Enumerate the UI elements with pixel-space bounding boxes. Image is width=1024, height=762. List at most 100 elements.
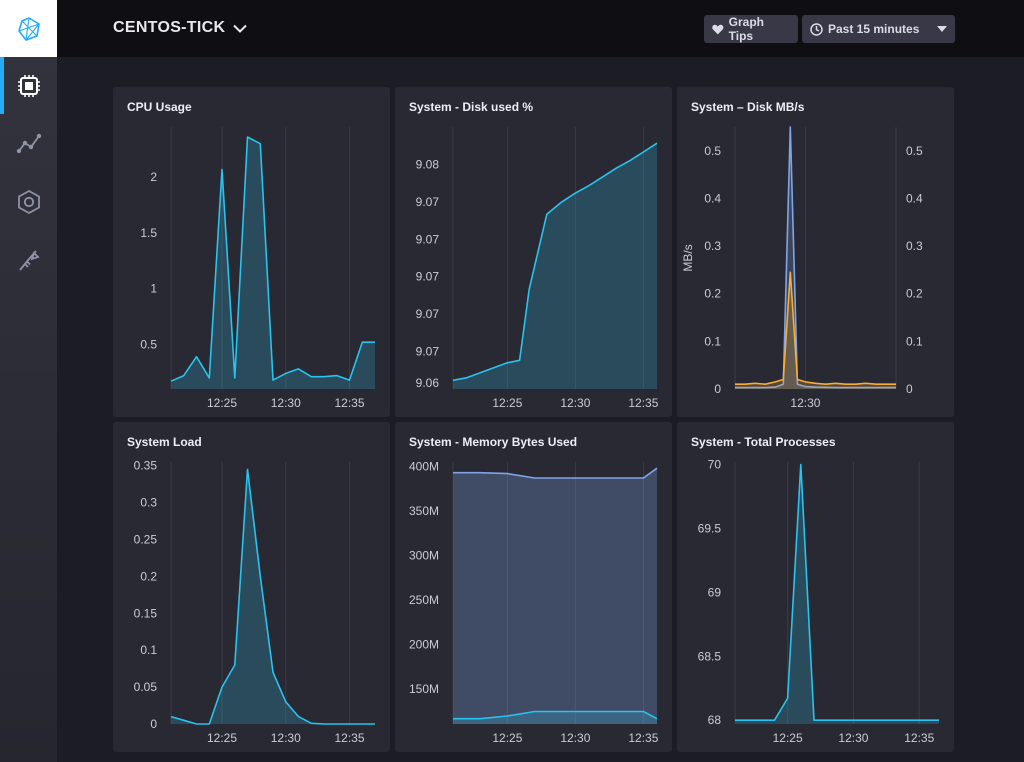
series-area-0 [453, 468, 657, 724]
y-tick-label: 250M [409, 593, 439, 607]
y-tick-label: 0 [714, 382, 721, 396]
chart-system-load: 0 0.05 0.1 0.15 0.2 0.25 0.3 0.35 12:25 12:30 12:3… [134, 459, 375, 745]
panel-disk-used[interactable]: System - Disk used % 9.06 9.07 9.07 9.07 9.0… [395, 87, 672, 417]
y-tick-label: 0.1 [704, 334, 721, 348]
series-line-0 [170, 136, 375, 382]
panel-title: System - Memory Bytes Used [409, 435, 578, 449]
y-tick-label: 400M [409, 459, 439, 473]
series-area-1 [453, 711, 657, 724]
y-tick-label: 9.08 [416, 157, 440, 171]
chart-total-processes: 68 68.5 69 69.5 70 12:25 12:30 12:35 [698, 458, 939, 745]
series-area-0 [735, 127, 896, 389]
panel-cpu-usage[interactable]: CPU Usage 0.5 1 1.5 2 12:25 12:30 12:35 [113, 87, 390, 417]
series-area-0 [171, 137, 375, 389]
series-line-0 [452, 142, 658, 382]
series-line-0 [453, 467, 658, 479]
y-tick-label: 1 [150, 282, 157, 296]
y-tick-label: 0.4 [704, 191, 721, 205]
panel-title: System – Disk MB/s [691, 100, 805, 114]
y-tick-label: 2 [150, 170, 157, 184]
x-tick-label: 12:35 [628, 731, 658, 745]
series-area-0 [453, 143, 657, 389]
chart-cpu-usage: 0.5 1 1.5 2 12:25 12:30 12:35 [140, 127, 375, 410]
dashboard-selector[interactable]: CENTOS-TICK [113, 19, 248, 37]
dashboard-name: CENTOS-TICK [113, 19, 226, 36]
y-right-tick-label: 0 [906, 382, 913, 396]
y-tick-label: 0.35 [134, 459, 158, 473]
sidebar [0, 0, 57, 762]
graph-tips-button[interactable]: Graph Tips [704, 15, 798, 43]
panel-title: CPU Usage [127, 100, 192, 114]
x-tick-label: 12:25 [492, 731, 522, 745]
panel-title: System Load [127, 435, 202, 449]
graph-tips-label: Graph Tips [728, 15, 764, 43]
x-tick-label: 12:25 [773, 731, 803, 745]
panel-memory-used[interactable]: System - Memory Bytes Used 150M 200M 250M 3… [395, 422, 672, 752]
sidebar-item-alerting[interactable] [0, 231, 57, 288]
y-tick-label: 0.25 [134, 532, 158, 546]
y-tick-label: 69 [708, 585, 722, 599]
influxdata-logo[interactable] [0, 0, 57, 57]
series-line-1 [735, 271, 896, 385]
y-right-tick-label: 0.2 [906, 287, 923, 301]
series-line-0 [735, 126, 896, 389]
series-area-0 [735, 464, 939, 724]
y-tick-label: 0.3 [140, 496, 157, 510]
y-tick-label: 0.15 [134, 606, 158, 620]
alert-key-icon [18, 249, 40, 271]
chart-disk-used: 9.06 9.07 9.07 9.07 9.07 9.07 9.08 12:25 12:30 12… [416, 127, 659, 410]
y-tick-label: 9.07 [416, 232, 440, 246]
panel-title: System - Disk used % [409, 100, 534, 114]
time-range-dropdown[interactable]: Past 15 minutes [802, 15, 955, 43]
sidebar-item-dashboards[interactable] [0, 173, 57, 230]
panel-total-processes[interactable]: System - Total Processes 68 68.5 69 69.5 70 1… [677, 422, 954, 752]
series-line-0 [170, 468, 375, 725]
y-tick-label: 9.07 [416, 345, 440, 359]
y-right-tick-label: 0.5 [906, 144, 923, 158]
y-tick-label: 200M [409, 638, 439, 652]
y-tick-label: 9.07 [416, 270, 440, 284]
sidebar-item-host-list[interactable] [0, 57, 57, 114]
logo-icon [17, 16, 40, 41]
x-tick-label: 12:30 [838, 731, 868, 745]
y-tick-label: 0.5 [704, 144, 721, 158]
y-tick-label: 9.06 [416, 376, 440, 390]
series-area-1 [735, 272, 896, 389]
x-tick-label: 12:30 [271, 396, 301, 410]
x-tick-label: 12:30 [271, 731, 301, 745]
sidebar-item-data-explorer[interactable] [0, 115, 57, 172]
hexagon-icon [17, 189, 40, 214]
x-tick-label: 12:25 [207, 396, 237, 410]
time-range-label: Past 15 minutes [828, 22, 920, 36]
series-line-1 [453, 710, 658, 720]
caret-down-icon [937, 26, 947, 32]
x-tick-label: 12:25 [492, 396, 522, 410]
y-tick-label: 1.5 [140, 226, 157, 240]
x-tick-label: 12:30 [790, 396, 820, 410]
series-area-0 [171, 469, 375, 724]
x-tick-label: 12:30 [560, 396, 590, 410]
y-tick-label: 0.2 [704, 287, 721, 301]
x-tick-label: 12:35 [628, 396, 658, 410]
y-right-tick-label: 0.3 [906, 239, 923, 253]
x-tick-label: 12:35 [334, 396, 364, 410]
panel-disk-mbs[interactable]: System – Disk MB/s 0 0 0.1 0.1 0.2 0.2 0.3 0.3 0… [677, 87, 954, 417]
chart-memory-used: 150M 200M 250M 300M 350M 400M 12:25 12:30 12:35 [409, 459, 659, 745]
y-tick-label: 150M [409, 682, 439, 696]
y-right-tick-label: 0.4 [906, 191, 923, 205]
y-tick-label: 70 [708, 458, 722, 472]
y-tick-label: 0.5 [140, 337, 157, 351]
panel-title: System - Total Processes [691, 435, 836, 449]
x-tick-label: 12:25 [207, 731, 237, 745]
x-tick-label: 12:30 [560, 731, 590, 745]
graph-icon [16, 133, 41, 153]
y-tick-label: 300M [409, 549, 439, 563]
page-header: CENTOS-TICK Graph Tips Past 15 minutes [57, 0, 1024, 57]
chevron-down-icon [233, 24, 248, 33]
panel-system-load[interactable]: System Load 0 0.05 0.1 0.15 0.2 0.25 0.3 0.35 12… [113, 422, 390, 752]
x-tick-label: 12:35 [904, 731, 934, 745]
y-tick-label: 68 [708, 713, 722, 727]
y-right-tick-label: 0.1 [906, 334, 923, 348]
y-tick-label: 0 [150, 717, 157, 731]
